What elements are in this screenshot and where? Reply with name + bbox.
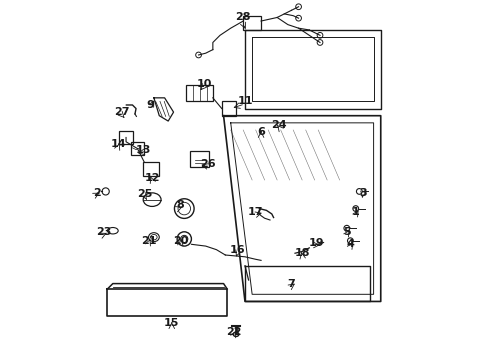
Text: 7: 7 <box>288 279 295 289</box>
Text: 12: 12 <box>145 173 160 183</box>
Text: 1: 1 <box>352 207 360 217</box>
Bar <box>190 152 209 167</box>
Text: 20: 20 <box>173 236 188 246</box>
Text: 16: 16 <box>230 245 245 255</box>
Text: 14: 14 <box>110 139 126 149</box>
Text: 17: 17 <box>248 207 264 217</box>
Text: 19: 19 <box>309 238 324 248</box>
Text: 21: 21 <box>141 236 156 246</box>
Text: 10: 10 <box>196 78 212 89</box>
Text: 18: 18 <box>294 248 310 258</box>
Bar <box>222 102 236 116</box>
Text: 24: 24 <box>271 120 287 130</box>
Circle shape <box>296 4 301 10</box>
Bar <box>243 16 261 30</box>
Text: 2: 2 <box>93 188 100 198</box>
Text: 8: 8 <box>177 200 185 210</box>
Text: 9: 9 <box>147 100 154 110</box>
Text: 6: 6 <box>257 127 265 137</box>
Text: 27: 27 <box>114 107 129 117</box>
Text: 11: 11 <box>237 96 253 107</box>
Text: 26: 26 <box>200 159 215 169</box>
Text: 4: 4 <box>346 239 354 249</box>
Circle shape <box>296 15 301 21</box>
Text: 5: 5 <box>343 227 351 237</box>
Circle shape <box>196 52 201 58</box>
Text: 28: 28 <box>236 13 251 22</box>
Text: 13: 13 <box>136 145 151 155</box>
Bar <box>143 162 159 176</box>
Text: 15: 15 <box>164 318 179 328</box>
Bar <box>186 85 213 102</box>
Text: 3: 3 <box>359 188 367 198</box>
Circle shape <box>317 32 323 38</box>
Text: 22: 22 <box>226 327 242 337</box>
Bar <box>131 143 144 155</box>
Bar <box>119 131 133 144</box>
Circle shape <box>317 40 323 45</box>
Text: 25: 25 <box>137 189 153 199</box>
Text: 23: 23 <box>96 227 112 237</box>
